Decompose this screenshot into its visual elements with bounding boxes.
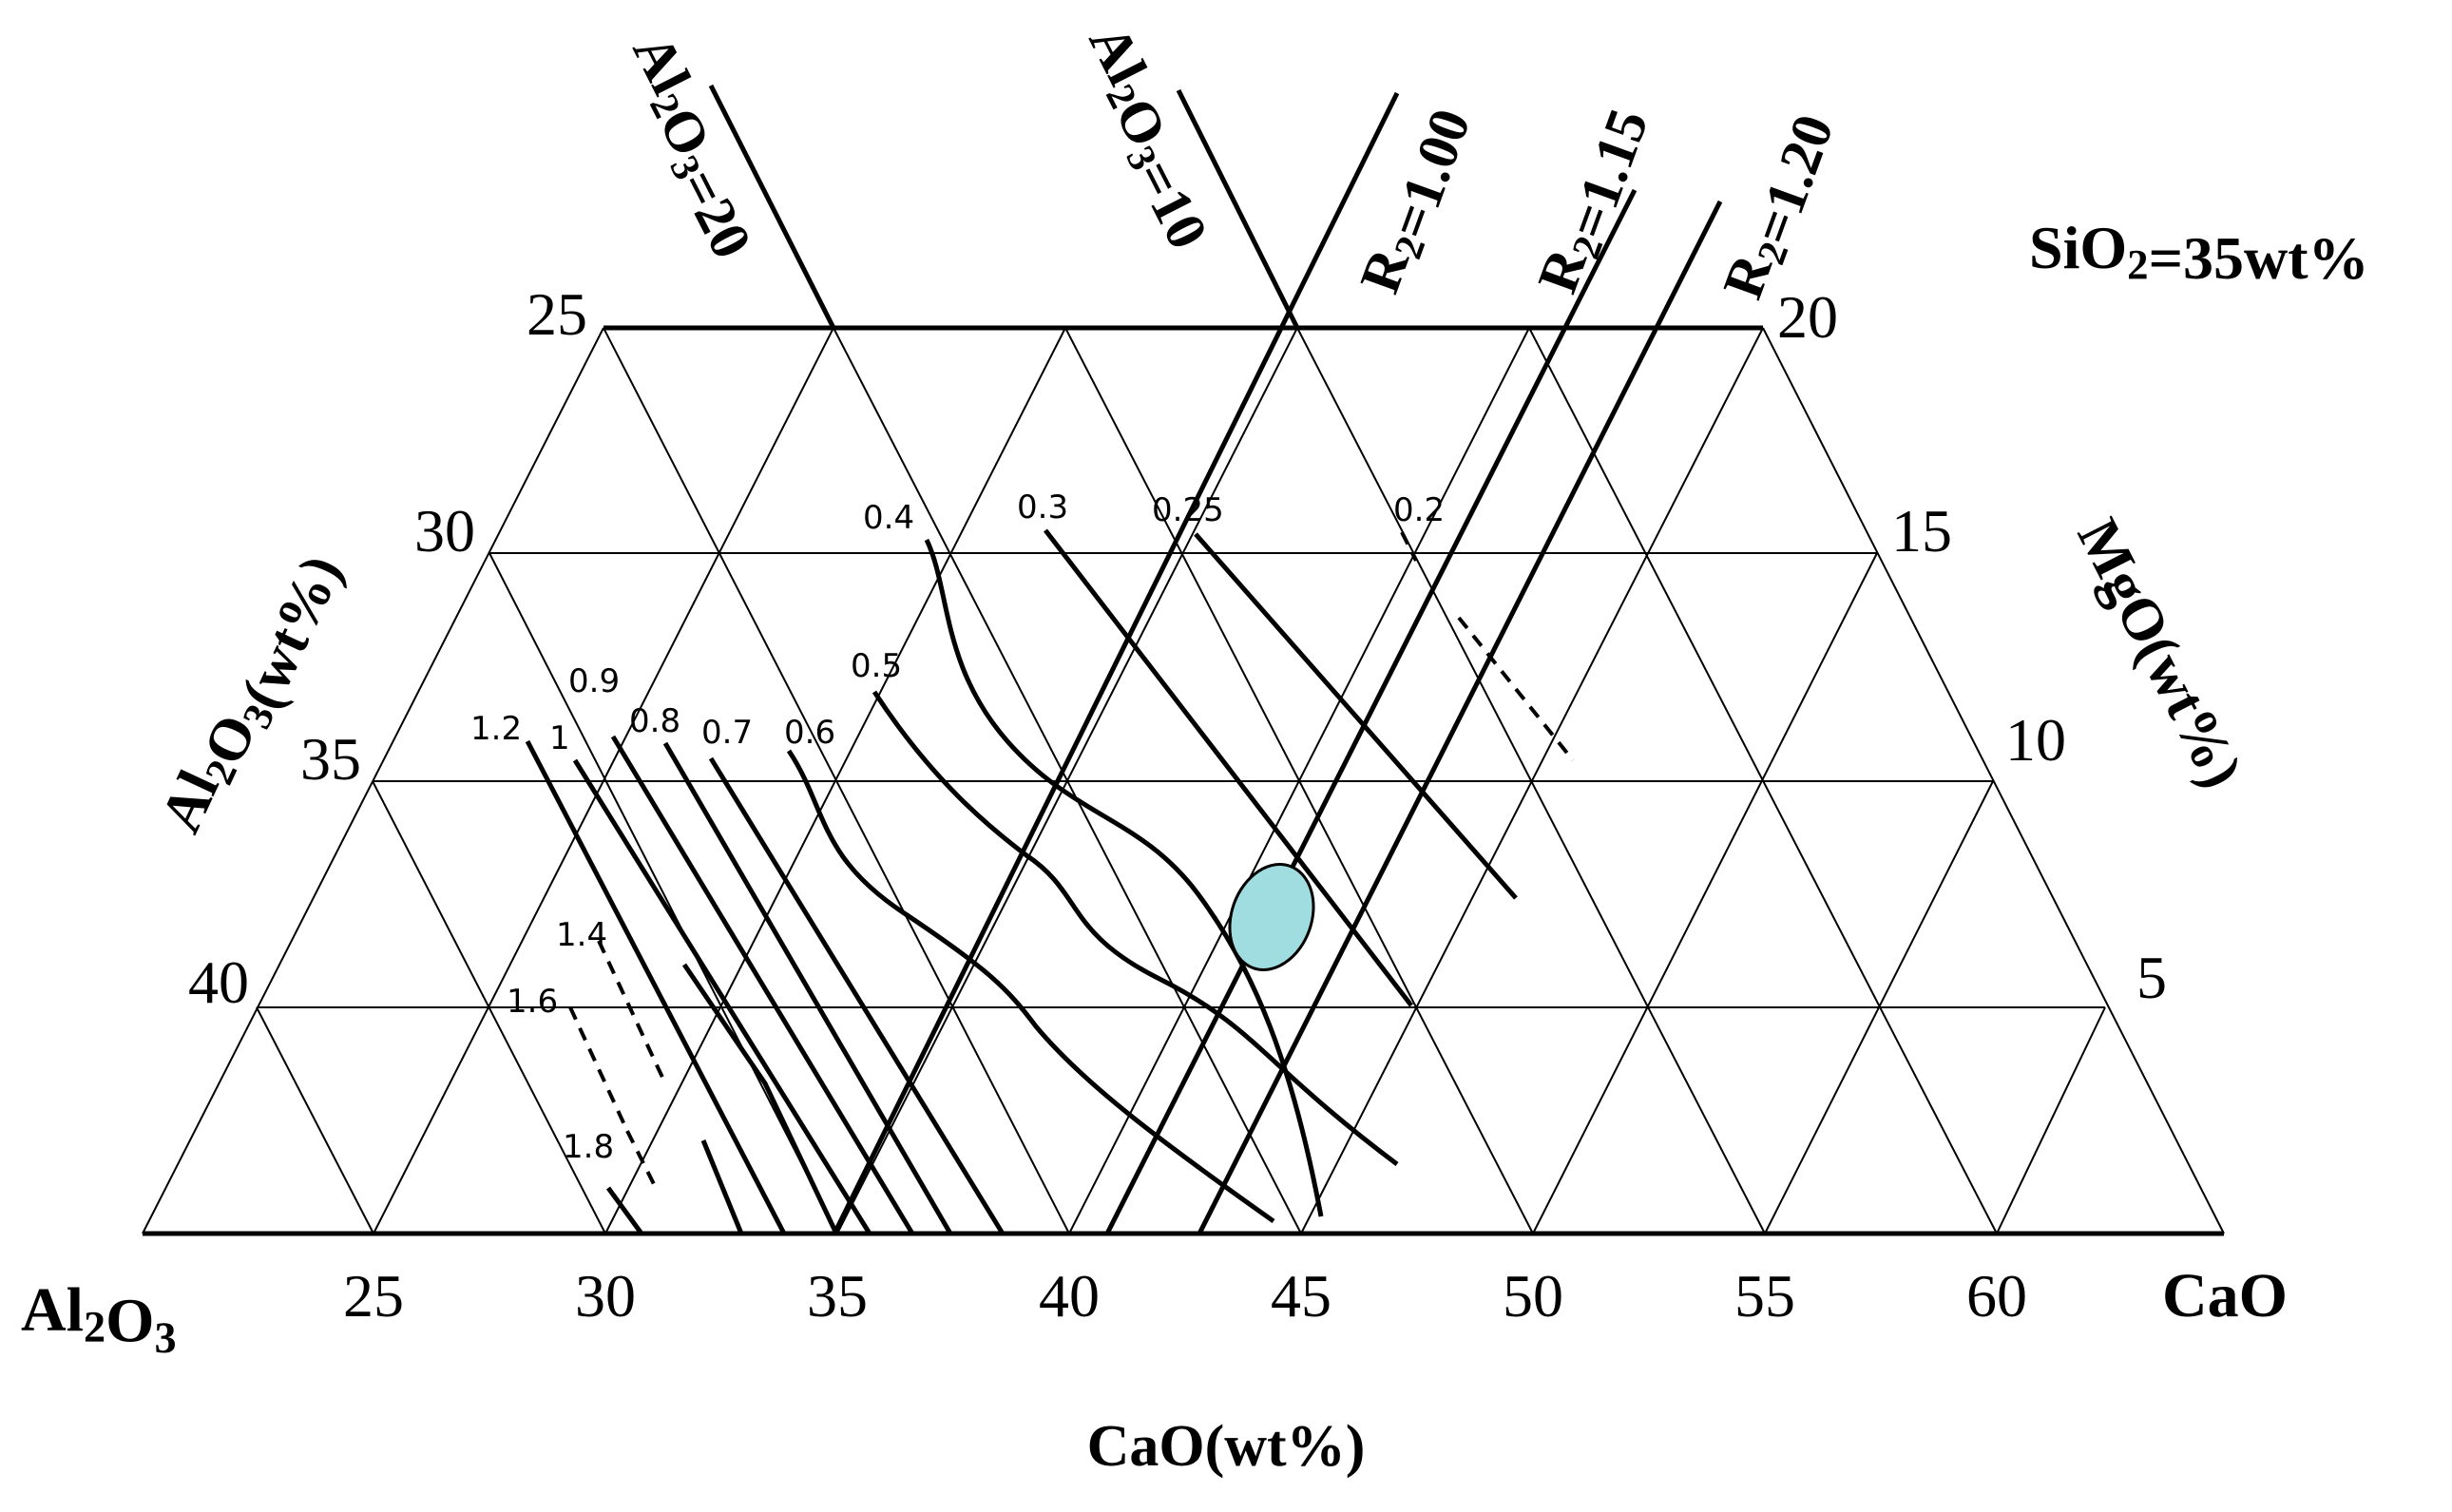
contour-1.2 <box>525 739 787 1235</box>
mgo-tick-labels: 20 15 10 5 <box>1777 283 2167 1011</box>
al2o3-constant-lines <box>708 84 1300 330</box>
contour-1 <box>572 758 872 1235</box>
al2o3-tick: 40 <box>188 948 249 1016</box>
al2o3-tick-labels: 25 30 35 40 <box>188 280 587 1016</box>
grid-diag <box>1296 327 1766 1234</box>
contour-label: 0.4 <box>863 499 914 537</box>
r2-1.15-label: R2=1.15 <box>1525 98 1660 304</box>
r2-lines <box>832 91 1723 1235</box>
contour-label: 0.9 <box>568 662 620 700</box>
mgo-tick: 5 <box>2136 944 2167 1011</box>
corner-label-cao: CaO <box>2162 1261 2288 1330</box>
contour-1.3 <box>681 963 839 1235</box>
grid-diag <box>373 327 834 1234</box>
r2-1.20-label: R2=1.20 <box>1711 104 1846 310</box>
al2o3-20-line <box>708 84 836 330</box>
ternary-grid <box>142 325 2225 1236</box>
contour-1.8 <box>605 1186 644 1235</box>
grid-diag <box>1764 780 1994 1234</box>
highlight-region <box>1228 863 1315 971</box>
mgo-tick: 15 <box>1891 497 1952 565</box>
cao-tick: 40 <box>1039 1262 1100 1330</box>
r2-1.15-line <box>1104 188 1638 1235</box>
contour-label: 0.3 <box>1017 488 1068 526</box>
sio2-annotation: SiO2=35wt% <box>2029 214 2369 292</box>
grid-diag <box>1996 1006 2106 1234</box>
r2-1.00-label: R2=1.00 <box>1348 98 1483 304</box>
contour-1.4-dashed <box>597 940 667 1084</box>
contour-label: 1.8 <box>563 1128 614 1166</box>
al2o3-20-label: Al2O3=20 <box>603 25 782 268</box>
cao-tick: 30 <box>575 1262 636 1330</box>
contour-label: 1.4 <box>556 916 607 954</box>
grid-diag <box>256 1006 374 1234</box>
contour-0.7 <box>708 756 1006 1235</box>
grid-diag <box>1064 327 1534 1234</box>
contour-0.5 <box>872 690 1399 1166</box>
grid-left-edge <box>142 327 604 1234</box>
contour-0.6 <box>786 749 1275 1224</box>
al2o3-10-line <box>1176 88 1300 330</box>
cao-tick: 35 <box>807 1262 868 1330</box>
grid-diag <box>833 327 1302 1234</box>
contour-0.3 <box>1044 528 1413 1007</box>
contour-label: 0.7 <box>701 714 753 752</box>
cao-tick: 45 <box>1271 1262 1331 1330</box>
contour-label: 0.6 <box>784 714 835 752</box>
r2-1.00-line <box>832 91 1400 1235</box>
cao-tick-labels: 25 30 35 40 45 50 55 60 <box>343 1262 2027 1330</box>
contour-0.4 <box>924 538 1324 1217</box>
contour-label: 0.25 <box>1152 491 1224 529</box>
cao-tick: 50 <box>1503 1262 1563 1330</box>
axis-title-mgo: MgO(wt%) <box>2065 508 2255 797</box>
contour-label: 1.6 <box>507 983 558 1021</box>
al2o3-tick: 30 <box>414 497 475 565</box>
contour-label: 0.2 <box>1393 491 1445 529</box>
contour-1.6-dashed <box>568 1006 629 1132</box>
contour-0.25 <box>1194 532 1518 900</box>
contour-label: 1.2 <box>470 710 522 748</box>
cao-tick: 25 <box>343 1262 404 1330</box>
cao-tick: 55 <box>1734 1262 1795 1330</box>
contour-0.2 <box>1400 531 1575 762</box>
contour-1.8-dashed <box>625 1130 658 1189</box>
contour-1.4 <box>700 1139 744 1234</box>
mgo-tick: 10 <box>2005 706 2066 774</box>
r2-1.20-line <box>1197 200 1723 1235</box>
contour-0.9 <box>610 735 915 1235</box>
al2o3-tick: 25 <box>527 280 587 348</box>
al2o3-10-label: Al2O3=10 <box>1060 15 1238 258</box>
contour-0.8 <box>662 741 953 1235</box>
contour-label: 1 <box>549 719 570 757</box>
contour-curves <box>525 528 1575 1235</box>
grid-diag <box>372 780 606 1234</box>
grid-diag <box>488 552 838 1234</box>
grid-diag <box>1528 327 1998 1234</box>
axis-title-cao: CaO(wt%) <box>1087 1414 1366 1479</box>
cao-tick: 60 <box>1966 1262 2027 1330</box>
grid-right-edge <box>1762 327 2225 1234</box>
grid-diag <box>603 327 1070 1234</box>
contour-label: 0.8 <box>629 702 680 740</box>
axis-title-al2o3: Al2O3(wt%) <box>148 537 355 851</box>
corner-label-al2o3: Al2O3 <box>21 1275 177 1362</box>
contour-label: 0.5 <box>851 647 902 685</box>
al2o3-tick: 35 <box>300 725 361 793</box>
mgo-tick: 20 <box>1777 283 1838 351</box>
grid-diag <box>1532 552 1878 1234</box>
contour-labels: 0.4 0.3 0.25 0.2 0.5 0.9 1.2 1 0.8 0.7 0… <box>470 488 1445 1166</box>
